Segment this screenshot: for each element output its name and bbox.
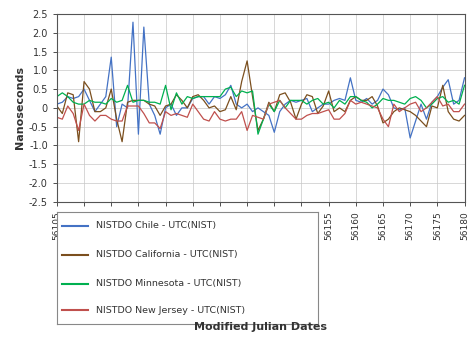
NISTDO Chile - UTC(NIST) (462, 76, 467, 80)
NISTDO New Jersey - UTC(NIST) (54, 115, 60, 119)
NISTDO New Jersey - UTC(NIST) (201, 117, 207, 121)
NISTDO California - UTC(NIST) (201, 98, 207, 102)
Text: NISTDO New Jersey - UTC(NIST): NISTDO New Jersey - UTC(NIST) (96, 306, 245, 315)
NISTDO Minnesota - UTC(NIST) (125, 83, 130, 87)
NISTDO Chile - UTC(NIST) (407, 136, 413, 140)
NISTDO Chile - UTC(NIST) (331, 98, 337, 102)
NISTDO New Jersey - UTC(NIST) (98, 113, 103, 118)
NISTDO California - UTC(NIST) (244, 59, 250, 63)
Line: NISTDO New Jersey - UTC(NIST): NISTDO New Jersey - UTC(NIST) (57, 97, 465, 130)
NISTDO Minnesota - UTC(NIST) (201, 95, 207, 99)
NISTDO New Jersey - UTC(NIST) (435, 95, 440, 99)
NISTDO New Jersey - UTC(NIST) (76, 128, 82, 133)
NISTDO Minnesota - UTC(NIST) (462, 83, 467, 87)
NISTDO California - UTC(NIST) (326, 89, 331, 93)
Text: NISTDO Chile - UTC(NIST): NISTDO Chile - UTC(NIST) (96, 221, 216, 230)
Line: NISTDO Minnesota - UTC(NIST): NISTDO Minnesota - UTC(NIST) (57, 85, 465, 134)
NISTDO Minnesota - UTC(NIST) (326, 100, 331, 104)
Line: NISTDO Chile - UTC(NIST): NISTDO Chile - UTC(NIST) (57, 22, 465, 138)
NISTDO New Jersey - UTC(NIST) (385, 125, 391, 129)
Line: NISTDO California - UTC(NIST): NISTDO California - UTC(NIST) (57, 61, 465, 142)
NISTDO California - UTC(NIST) (277, 93, 283, 97)
NISTDO California - UTC(NIST) (54, 104, 60, 108)
NISTDO Chile - UTC(NIST) (54, 102, 60, 106)
NISTDO New Jersey - UTC(NIST) (462, 102, 467, 106)
NISTDO Minnesota - UTC(NIST) (54, 95, 60, 99)
NISTDO Minnesota - UTC(NIST) (277, 98, 283, 102)
NISTDO Minnesota - UTC(NIST) (337, 98, 342, 102)
NISTDO Minnesota - UTC(NIST) (255, 132, 261, 136)
NISTDO Minnesota - UTC(NIST) (391, 98, 397, 102)
NISTDO Chile - UTC(NIST) (92, 110, 98, 114)
NISTDO Chile - UTC(NIST) (130, 20, 136, 24)
NISTDO Chile - UTC(NIST) (201, 95, 207, 99)
Y-axis label: Nanoseconds: Nanoseconds (15, 66, 25, 149)
Text: NISTDO California - UTC(NIST): NISTDO California - UTC(NIST) (96, 250, 237, 259)
NISTDO Chile - UTC(NIST) (272, 130, 277, 134)
NISTDO California - UTC(NIST) (337, 106, 342, 110)
NISTDO California - UTC(NIST) (462, 113, 467, 118)
Text: Modified Julian Dates: Modified Julian Dates (194, 322, 327, 332)
NISTDO New Jersey - UTC(NIST) (272, 100, 277, 104)
Text: NISTDO Minnesota - UTC(NIST): NISTDO Minnesota - UTC(NIST) (96, 279, 241, 288)
NISTDO Minnesota - UTC(NIST) (92, 100, 98, 104)
NISTDO California - UTC(NIST) (76, 140, 82, 144)
NISTDO Chile - UTC(NIST) (385, 93, 391, 97)
NISTDO California - UTC(NIST) (98, 110, 103, 114)
NISTDO California - UTC(NIST) (391, 110, 397, 114)
NISTDO New Jersey - UTC(NIST) (331, 117, 337, 121)
NISTDO Chile - UTC(NIST) (320, 102, 326, 106)
NISTDO New Jersey - UTC(NIST) (320, 110, 326, 114)
